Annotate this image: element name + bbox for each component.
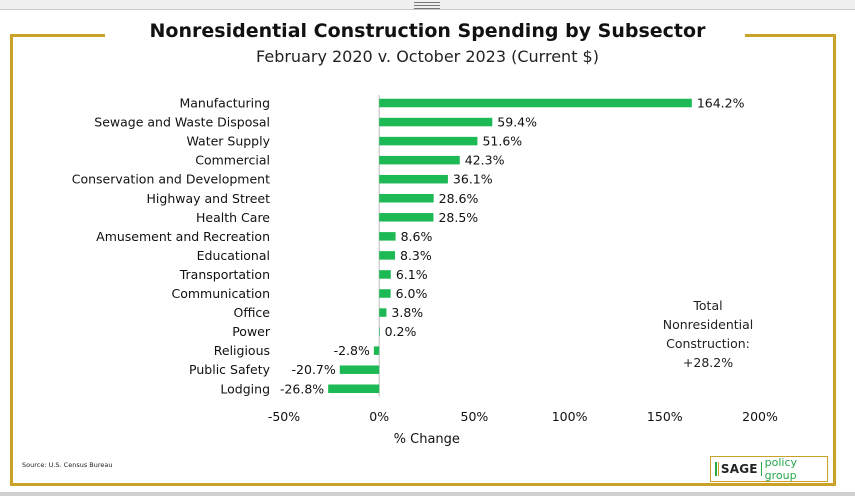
value-label: 0.2% (385, 324, 417, 339)
category-label: Amusement and Recreation (96, 229, 270, 244)
bar (373, 346, 380, 355)
bar (379, 194, 434, 203)
window-top-bar (0, 0, 855, 10)
total-annotation-line: Construction: (666, 336, 750, 351)
logo-mark-icon (715, 462, 719, 476)
value-label: -2.8% (334, 343, 370, 358)
category-label: Public Safety (189, 362, 271, 377)
category-label: Sewage and Waste Disposal (94, 115, 270, 130)
x-tick-label: 0% (369, 409, 389, 424)
category-label: Educational (197, 248, 270, 263)
category-label: Religious (214, 343, 270, 358)
category-label: Conservation and Development (72, 172, 270, 187)
bar (379, 174, 448, 184)
bar (379, 232, 396, 241)
total-annotation-line: Nonresidential (662, 317, 754, 332)
category-label: Office (234, 305, 271, 320)
value-label: 28.5% (438, 210, 478, 225)
value-label: 8.6% (401, 229, 433, 244)
category-label: Manufacturing (179, 96, 270, 111)
category-label: Health Care (196, 210, 270, 225)
bar (379, 155, 460, 165)
value-label: 59.4% (497, 115, 537, 130)
frame-top-right-line (745, 34, 836, 37)
bar (379, 289, 391, 298)
bar (379, 327, 380, 336)
x-tick-label: 200% (742, 409, 778, 424)
logo-brand: SAGE (720, 462, 758, 476)
total-annotation: Total Nonresidential Construction: +28.2… (648, 296, 768, 372)
window-bottom-bar (0, 492, 855, 496)
x-tick-label: 100% (552, 409, 588, 424)
x-tick-label: 50% (461, 409, 489, 424)
value-label: 6.0% (396, 286, 428, 301)
category-label: Transportation (179, 267, 270, 282)
value-label: -26.8% (280, 381, 324, 396)
bar (379, 251, 396, 260)
bar (379, 213, 434, 222)
chart-title: Nonresidential Construction Spending by … (149, 20, 706, 42)
category-label: Power (232, 324, 271, 339)
category-label: Communication (171, 286, 270, 301)
category-label: Highway and Street (147, 191, 271, 206)
logo-tagline: policy group (764, 456, 798, 482)
value-label: 8.3% (400, 248, 432, 263)
bar (379, 308, 387, 317)
value-label: 164.2% (697, 96, 745, 111)
bar (339, 365, 380, 374)
value-label: 28.6% (439, 191, 479, 206)
source-note: Source: U.S. Census Bureau (22, 461, 113, 469)
x-tick-label: -50% (268, 409, 300, 424)
frame-top-left-line (10, 34, 105, 37)
logo-divider (760, 462, 762, 476)
value-label: 51.6% (482, 134, 522, 149)
value-label: 36.1% (453, 172, 493, 187)
category-label: Lodging (220, 381, 270, 396)
x-tick-label: 150% (647, 409, 683, 424)
bar (379, 136, 478, 146)
drag-grip-icon[interactable] (414, 2, 440, 9)
total-annotation-value: +28.2% (682, 355, 734, 370)
bar (379, 117, 493, 127)
value-label: -20.7% (292, 362, 336, 377)
bar (379, 98, 692, 108)
bar (328, 384, 380, 393)
sage-logo: SAGE policy group (710, 456, 828, 482)
bar (379, 270, 391, 279)
chart-frame (10, 34, 836, 486)
category-label: Water Supply (186, 134, 270, 149)
value-label: 42.3% (465, 153, 505, 168)
chart-subtitle: February 2020 v. October 2023 (Current $… (256, 47, 599, 66)
category-label: Commercial (195, 153, 270, 168)
value-label: 6.1% (396, 267, 428, 282)
value-label: 3.8% (391, 305, 423, 320)
x-axis-title: % Change (394, 432, 460, 447)
total-annotation-line: Total (693, 298, 723, 313)
